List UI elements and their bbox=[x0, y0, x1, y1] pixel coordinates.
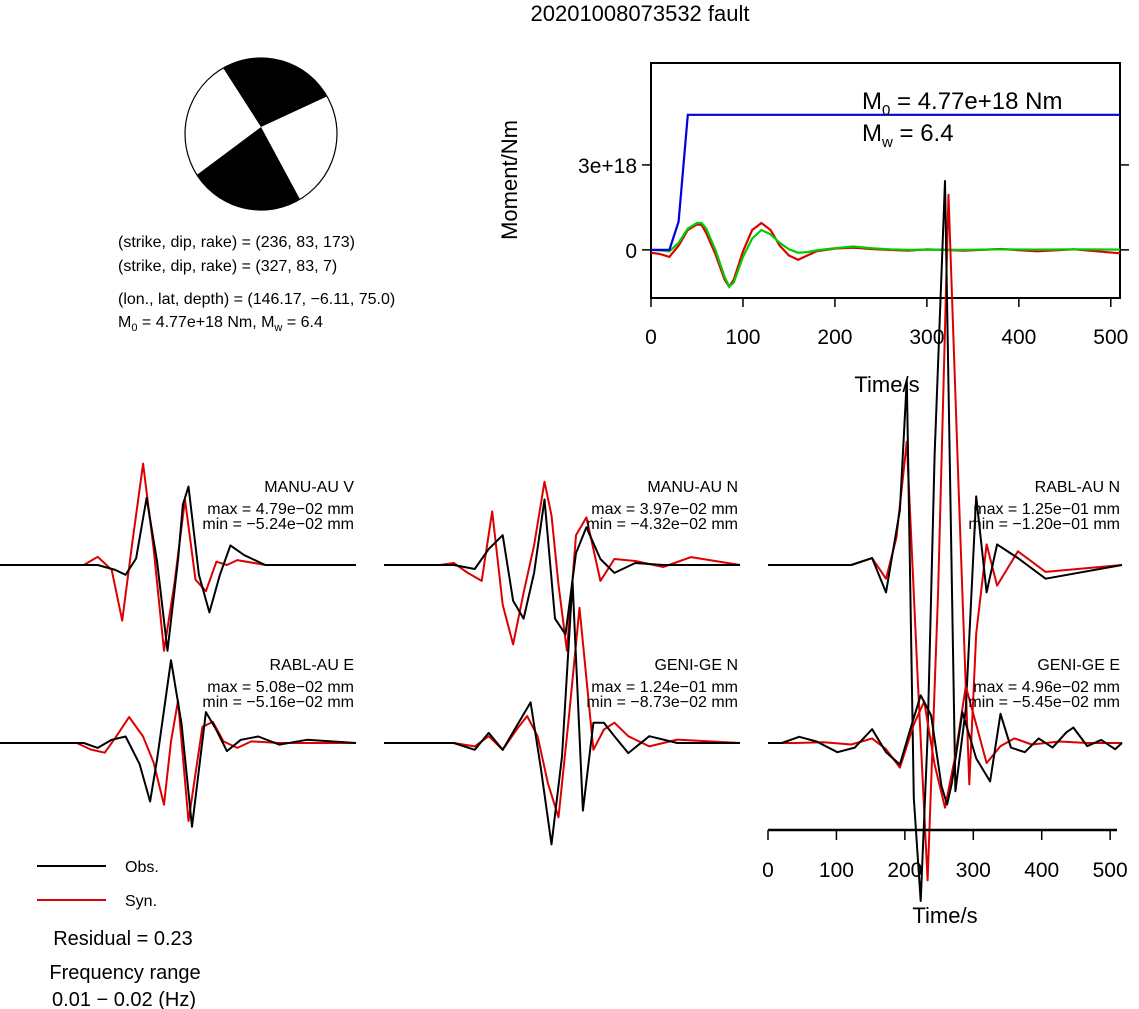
waveform-obs-trace bbox=[0, 485, 356, 652]
waveform-x-tick-label: 0 bbox=[762, 859, 774, 882]
waveform-x-tick-label: 300 bbox=[956, 859, 991, 882]
nodal-plane-1: (strike, dip, rake) = (236, 83, 173) bbox=[118, 234, 355, 251]
station-max-label: max = 1.24e−01 mm bbox=[591, 679, 738, 696]
station-label: RABL-AU N bbox=[1035, 479, 1120, 496]
station-label: RABL-AU E bbox=[270, 657, 354, 674]
moment-annotation-m0: M0 = 4.77e+18 Nm bbox=[862, 88, 1062, 119]
figure-title: 20201008073532 fault bbox=[531, 1, 750, 26]
moment-x-tick-label: 100 bbox=[725, 326, 760, 349]
moment-x-tick-label: 200 bbox=[817, 326, 852, 349]
moment-x-axis-label: Time/s bbox=[854, 372, 919, 397]
moment-rate-plot: 0 3e+18 0 100 200 300 400 500 Moment/Nm Time/s… bbox=[497, 62, 1129, 397]
station-min-label: min = −5.24e−02 mm bbox=[202, 516, 354, 533]
station-label: MANU-AU N bbox=[647, 479, 738, 496]
moment-x-tick-label: 500 bbox=[1093, 326, 1128, 349]
moment-series-cumulative-moment bbox=[651, 113, 1120, 251]
waveform-obs-trace bbox=[0, 659, 357, 828]
station-label: GENI-GE E bbox=[1037, 657, 1120, 674]
waveform-syn-trace bbox=[384, 480, 741, 652]
waveform-obs-trace bbox=[768, 180, 1123, 902]
waveform-obs-trace bbox=[384, 498, 740, 636]
waveform-syn-trace bbox=[768, 685, 1122, 809]
moment-y-ticks: 0 3e+18 bbox=[578, 155, 1129, 263]
waveform-x-tick-label: 400 bbox=[1024, 859, 1059, 882]
nodal-plane-2: (strike, dip, rake) = (327, 83, 7) bbox=[118, 258, 337, 275]
waveform-syn-trace bbox=[768, 193, 1123, 882]
beachball-outline bbox=[184, 57, 338, 211]
moment-series-green-trace bbox=[650, 221, 1121, 289]
legend: Obs. Syn. bbox=[37, 859, 159, 910]
station-label: MANU-AU V bbox=[264, 479, 354, 496]
moment-annotation-mw: Mw = 6.4 bbox=[862, 120, 954, 151]
waveform-obs-trace bbox=[384, 579, 740, 846]
waveform-x-ticks: 0 100 200 300 400 500 bbox=[762, 830, 1128, 882]
legend-syn-label: Syn. bbox=[125, 893, 157, 910]
moment-plot-frame bbox=[650, 62, 1121, 299]
station-min-label: min = −8.73e−02 mm bbox=[586, 694, 738, 711]
station-max-label: max = 5.08e−02 mm bbox=[207, 679, 354, 696]
station-min-label: min = −4.32e−02 mm bbox=[586, 516, 738, 533]
station-max-label: max = 4.96e−02 mm bbox=[973, 679, 1120, 696]
waveform-syn-trace bbox=[0, 699, 356, 822]
beachball-compression-quadrant-south bbox=[190, 127, 302, 210]
waveform-x-tick-label: 500 bbox=[1093, 859, 1128, 882]
waveform-x-axis-label: Time/s bbox=[912, 903, 977, 928]
moment-summary: M0 = 4.77e+18 Nm, Mw = 6.4 bbox=[118, 314, 323, 334]
waveform-time-axis: 0 100 200 300 400 500 Time/s bbox=[762, 828, 1128, 928]
waveform-x-tick-label: 200 bbox=[887, 859, 922, 882]
moment-x-tick-label: 300 bbox=[909, 326, 944, 349]
hypocenter-location: (lon., lat, depth) = (146.17, −6.11, 75.… bbox=[118, 291, 395, 308]
waveform-syn-trace bbox=[384, 606, 741, 819]
beachball-diagram bbox=[184, 57, 338, 211]
frequency-range-label: Frequency range bbox=[49, 962, 200, 984]
moment-y-tick-label: 3e+18 bbox=[578, 155, 637, 178]
moment-y-tick-label: 0 bbox=[625, 240, 637, 263]
moment-x-tick-label: 400 bbox=[1001, 326, 1036, 349]
moment-series-group bbox=[650, 113, 1121, 289]
residual-text: Residual = 0.23 bbox=[53, 928, 193, 950]
frequency-range-value: 0.01 − 0.02 (Hz) bbox=[52, 989, 196, 1009]
station-min-label: min = −5.16e−02 mm bbox=[202, 694, 354, 711]
station-max-label: max = 4.79e−02 mm bbox=[207, 501, 354, 518]
station-max-label: max = 3.97e−02 mm bbox=[591, 501, 738, 518]
station-min-label: min = −5.45e−02 mm bbox=[968, 694, 1120, 711]
moment-series-red-trace bbox=[650, 221, 1121, 289]
moment-x-ticks: 0 100 200 300 400 500 bbox=[645, 298, 1128, 349]
waveform-obs-trace bbox=[768, 694, 1123, 806]
moment-x-tick-label: 0 bbox=[645, 326, 657, 349]
waveform-x-tick-label: 100 bbox=[819, 859, 854, 882]
station-max-label: max = 1.25e−01 mm bbox=[973, 501, 1120, 518]
station-min-label: min = −1.20e−01 mm bbox=[968, 516, 1120, 533]
station-label: GENI-GE N bbox=[654, 657, 738, 674]
moment-y-axis-label: Moment/Nm bbox=[497, 120, 522, 240]
legend-obs-label: Obs. bbox=[125, 859, 159, 876]
